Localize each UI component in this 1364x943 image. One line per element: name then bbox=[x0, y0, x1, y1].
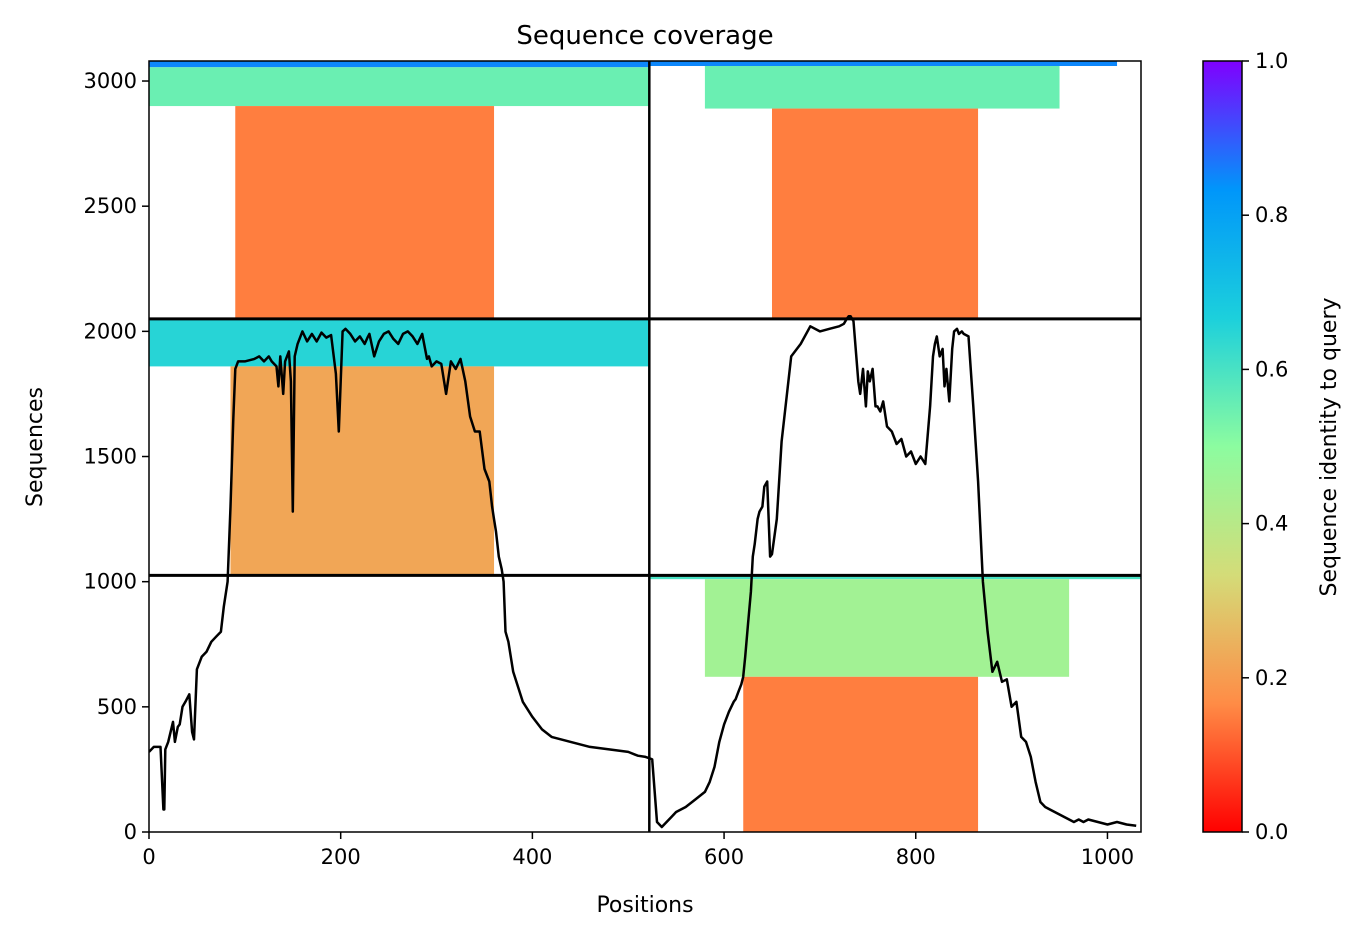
coverage-block-1 bbox=[149, 61, 650, 319]
colorbar-tick-label: 0.0 bbox=[1255, 820, 1288, 844]
colorbar-tick-label: 0.4 bbox=[1255, 512, 1288, 536]
coverage-line-1 bbox=[149, 315, 1137, 829]
coverage-band-4-1 bbox=[649, 575, 1141, 580]
coverage-band-1-1 bbox=[149, 61, 650, 68]
coverage-block-3 bbox=[149, 318, 650, 576]
y-tick-label: 500 bbox=[97, 695, 137, 719]
colorbar-gradient bbox=[1202, 60, 1243, 833]
chart-title: Sequence coverage bbox=[516, 21, 773, 51]
colorbar-tick-label: 0.6 bbox=[1255, 357, 1288, 381]
coverage-block-2 bbox=[649, 61, 1118, 319]
y-tick-label: 0 bbox=[124, 820, 137, 844]
plot-area bbox=[148, 60, 1142, 833]
coverage-band-4-3 bbox=[743, 676, 979, 832]
x-axis-label: Positions bbox=[596, 893, 693, 918]
y-tick-label: 2500 bbox=[84, 194, 137, 218]
colorbar-label: Sequence identity to query bbox=[1317, 297, 1342, 596]
coverage-band-1-3 bbox=[235, 106, 495, 319]
x-tick-label: 800 bbox=[896, 845, 936, 869]
coverage-band-2-1 bbox=[649, 61, 1118, 67]
x-axis: 0 200 400 600 800 1000 bbox=[142, 832, 1134, 869]
colorbar-tick-label: 0.2 bbox=[1255, 666, 1288, 690]
coverage-block-4 bbox=[649, 575, 1141, 832]
y-tick-label: 3000 bbox=[84, 69, 137, 93]
y-tick-label: 1500 bbox=[84, 445, 137, 469]
coverage-band-3-2 bbox=[230, 366, 495, 576]
x-tick-label: 400 bbox=[512, 845, 552, 869]
x-tick-label: 200 bbox=[321, 845, 361, 869]
y-axis-label: Sequences bbox=[23, 387, 48, 507]
x-tick-label: 1000 bbox=[1081, 845, 1134, 869]
colorbar-tick-label: 0.8 bbox=[1255, 203, 1288, 227]
coverage-band-2-3 bbox=[771, 108, 979, 319]
y-tick-label: 1000 bbox=[84, 570, 137, 594]
x-tick-label: 600 bbox=[704, 845, 744, 869]
x-tick-label: 0 bbox=[142, 845, 155, 869]
coverage-band-1-2 bbox=[149, 67, 650, 107]
plot-frame bbox=[148, 60, 1142, 833]
y-axis: 0 500 1000 1500 2000 2500 3000 bbox=[84, 69, 149, 844]
colorbar-tick-label: 1.0 bbox=[1255, 49, 1288, 73]
y-tick-label: 2000 bbox=[84, 319, 137, 343]
coverage-band-2-2 bbox=[704, 66, 1060, 109]
colorbar: 0.0 0.2 0.4 0.6 0.8 1.0 Sequence identity to q… bbox=[1202, 49, 1342, 844]
coverage-band-4-2 bbox=[704, 579, 1070, 677]
